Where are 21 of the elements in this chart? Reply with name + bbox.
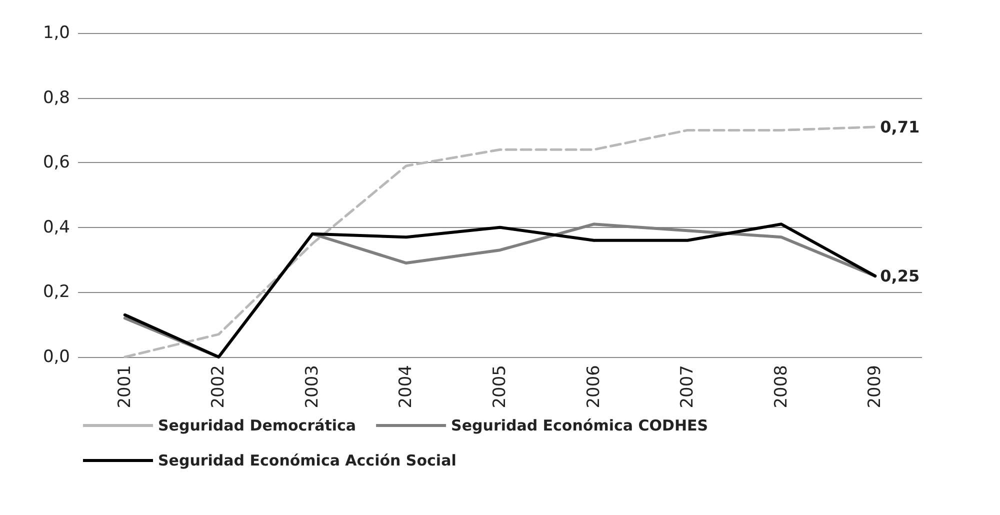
legend-label: Seguridad Económica CODHES [451, 416, 708, 434]
x-tick-label: 2005 [490, 365, 510, 408]
legend-label: Seguridad Democrática [158, 416, 356, 434]
y-tick-label: 1,0 [42, 23, 70, 43]
x-tick-label: 2003 [302, 365, 322, 408]
y-tick-label: 0,6 [42, 152, 70, 173]
y-tick-label: 0,4 [42, 217, 70, 238]
x-tick-label: 2009 [865, 365, 886, 408]
x-tick-label: 2008 [771, 365, 792, 408]
data-label: 0,71 [880, 117, 920, 136]
x-tick-label: 2007 [678, 365, 698, 408]
y-tick-label: 0,8 [42, 88, 70, 108]
x-tick-label: 2006 [584, 365, 604, 408]
x-tick-label: 2002 [208, 365, 229, 408]
x-tick-label: 2001 [114, 365, 135, 408]
y-tick-label: 0,2 [42, 282, 70, 302]
data-label: 0,25 [880, 266, 920, 286]
line-series [124, 126, 876, 358]
y-tick-label: 0,0 [42, 347, 70, 367]
x-tick-label: 2004 [396, 365, 416, 408]
legend-label: Seguridad Económica Acción Social [158, 452, 456, 470]
